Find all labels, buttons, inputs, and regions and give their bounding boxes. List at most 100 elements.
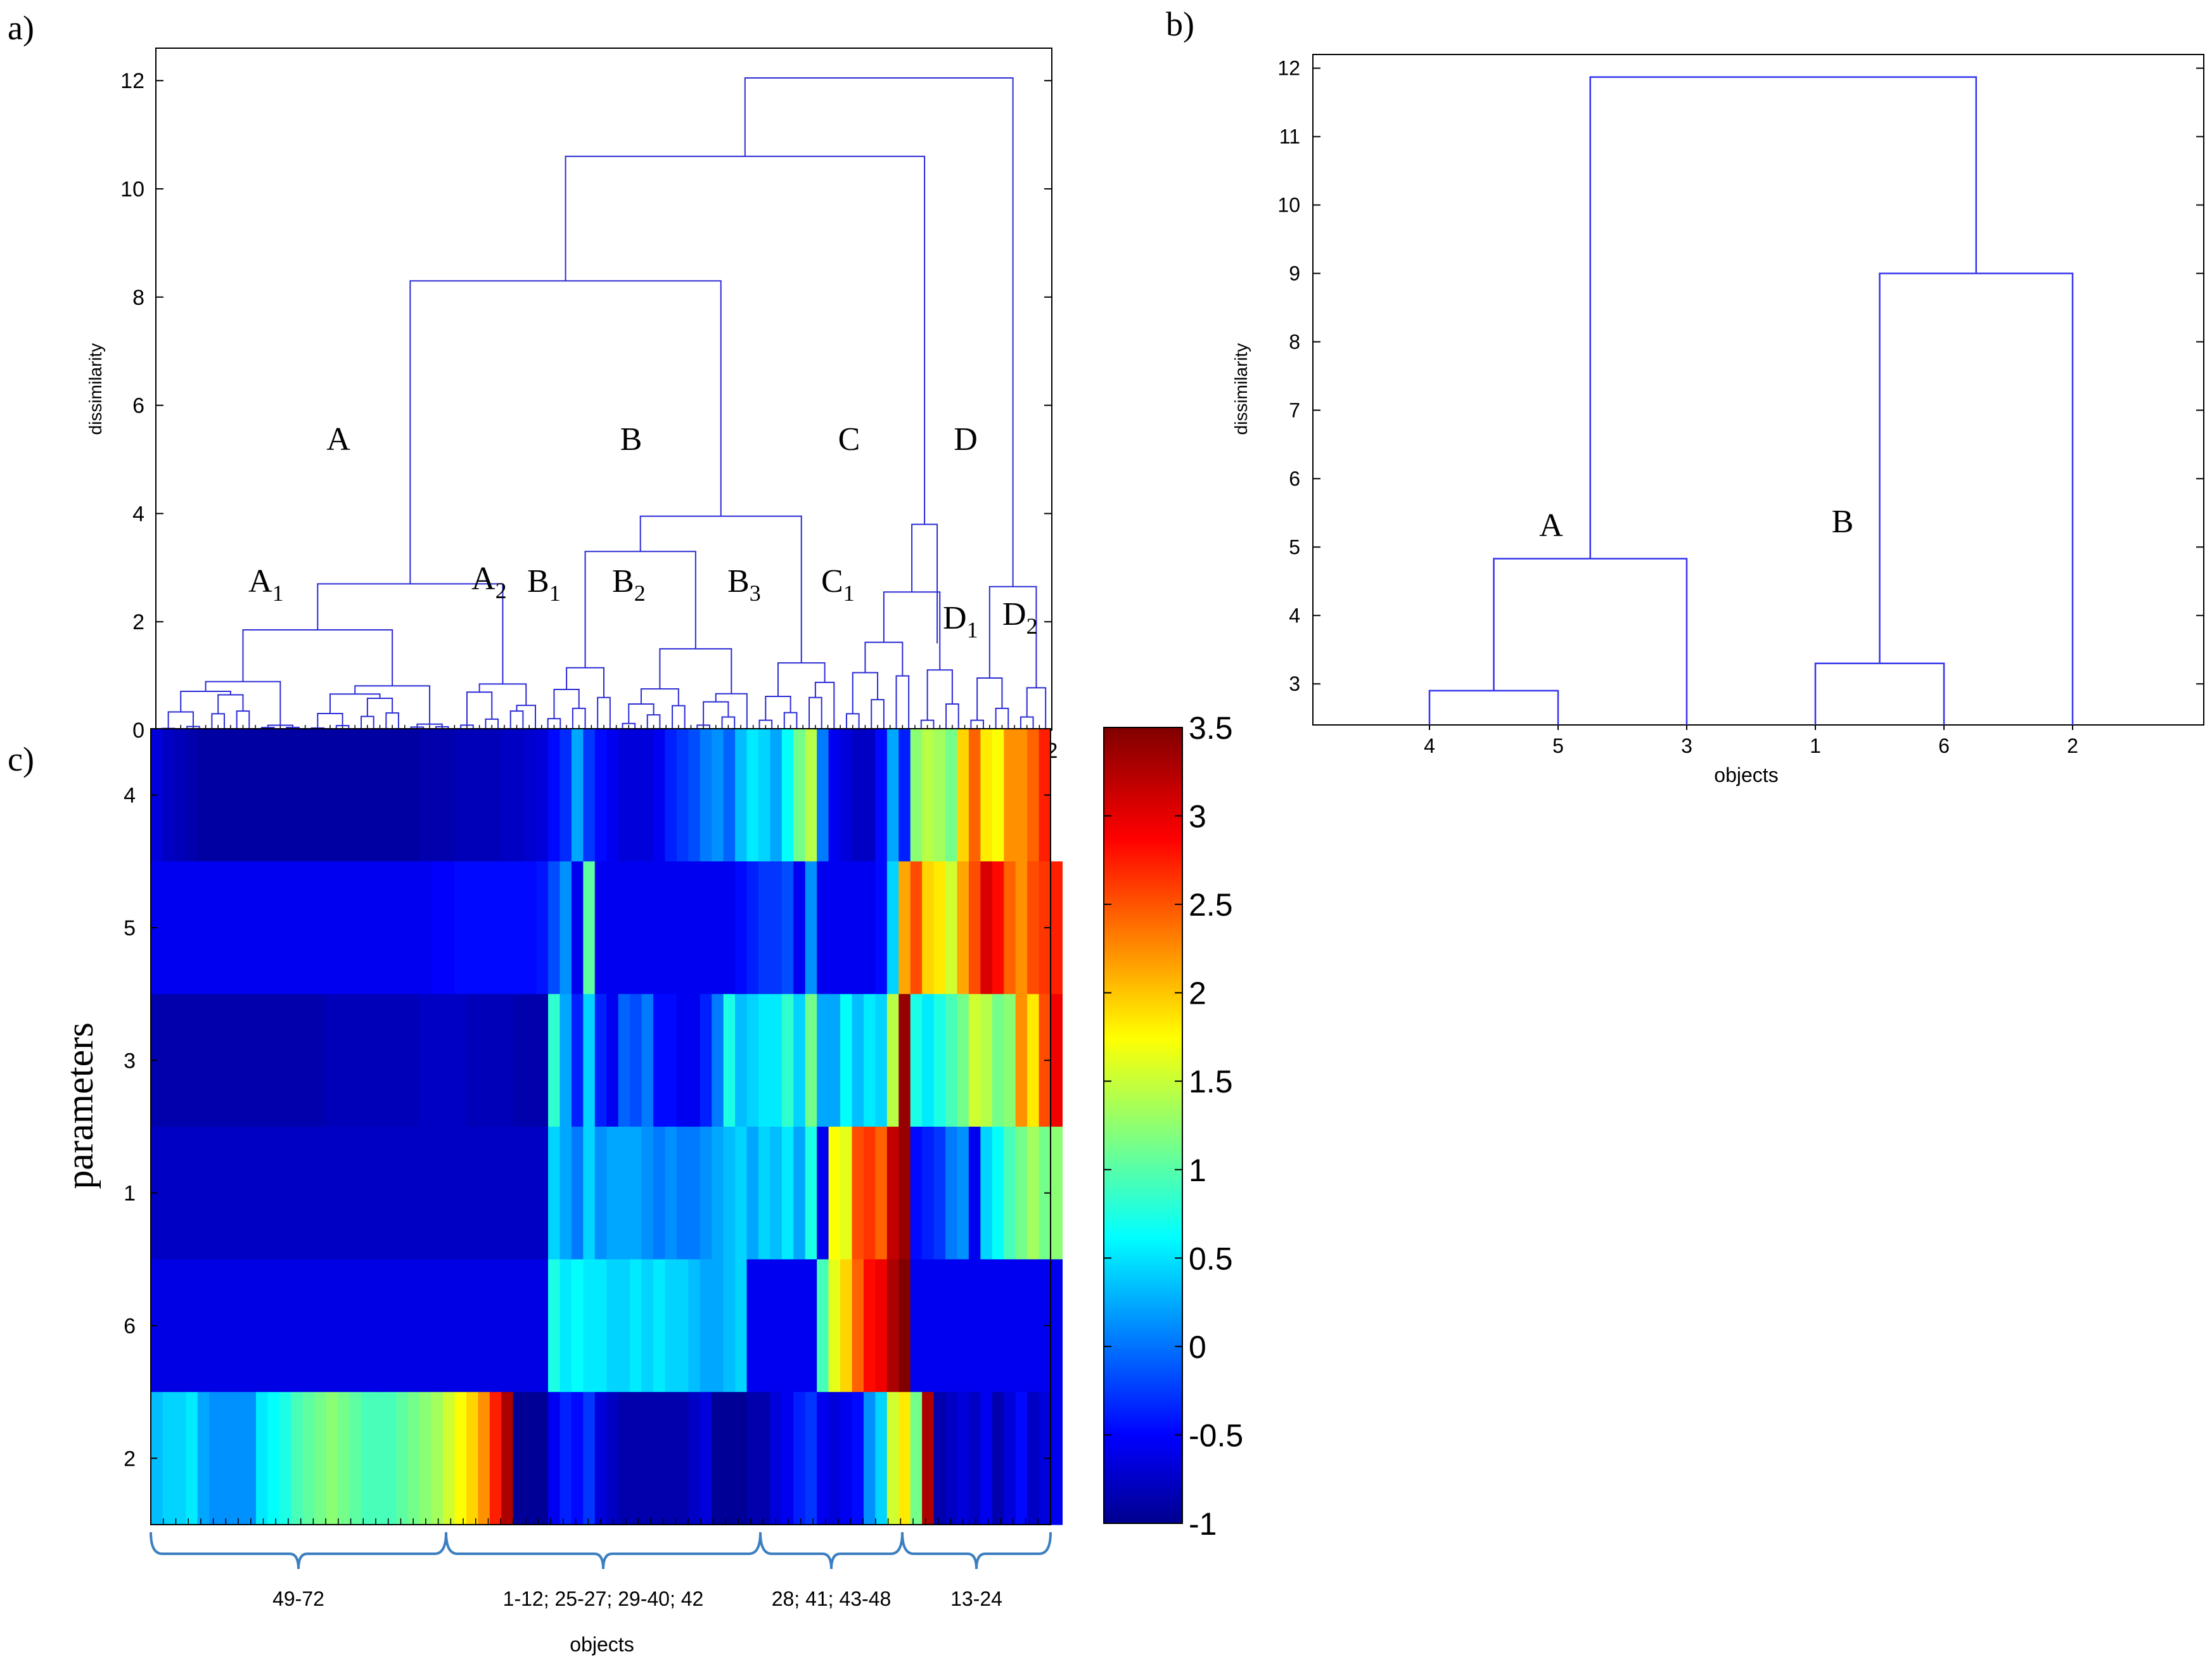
a-leaf-link (895, 675, 910, 730)
heatmap-cell (548, 1127, 561, 1260)
a-leaf-link (703, 701, 729, 726)
heatmap-cell (244, 861, 257, 995)
heatmap-cell (559, 994, 572, 1127)
heatmap-cell (735, 861, 748, 995)
heatmap-row-label: 4 (124, 784, 136, 808)
heatmap-cell (513, 861, 525, 995)
heatmap-cell (536, 729, 549, 862)
heatmap-cell (197, 861, 210, 995)
heatmap-cell (980, 994, 993, 1127)
a-leaf-link (180, 691, 231, 712)
heatmap-cell (805, 994, 817, 1127)
heatmap-cell (559, 1259, 572, 1393)
heatmap-cell (326, 994, 338, 1127)
heatmap-cell (361, 1127, 373, 1260)
heatmap-cell (244, 729, 257, 862)
dendrogram-a-ylabel: dissimilarity (86, 343, 105, 435)
heatmap-cell (875, 861, 888, 995)
heatmap-cell (665, 1127, 677, 1260)
heatmap-cell (419, 1127, 432, 1260)
heatmap-cell (174, 729, 186, 862)
heatmap-cell (559, 1392, 572, 1525)
heatmap-cell (781, 1127, 794, 1260)
a-leaf-link (205, 681, 281, 726)
b-leaf-label: 2 (2067, 734, 2078, 757)
heatmap-cell (559, 729, 572, 862)
heatmap-cell (501, 1127, 514, 1260)
heatmap-cell (548, 729, 561, 862)
heatmap-cell (828, 1392, 841, 1525)
heatmap-cell (630, 1259, 643, 1393)
heatmap-cell (735, 1392, 748, 1525)
heatmap-cell (875, 994, 888, 1127)
panel-b-label: b) (1166, 5, 1194, 43)
heatmap-cell (186, 1127, 198, 1260)
heatmap-cell (665, 861, 677, 995)
a-leaf-link (478, 683, 527, 706)
heatmap-cell (361, 729, 373, 862)
heatmap-cell (1051, 1259, 1063, 1393)
heatmap-cell (910, 861, 923, 995)
a-ytick-label: 8 (132, 286, 144, 310)
heatmap-cell (781, 1392, 794, 1525)
heatmap-cell (536, 1392, 549, 1525)
heatmap-cell (1015, 1259, 1028, 1393)
heatmap-cell (688, 1392, 701, 1525)
heatmap-cell (443, 1392, 456, 1525)
heatmap-cell (525, 861, 537, 995)
heatmap-cell (910, 1259, 923, 1393)
heatmap-cell (665, 994, 677, 1127)
heatmap-cell (641, 1259, 654, 1393)
heatmap-cell (373, 1392, 385, 1525)
heatmap-cell (302, 861, 315, 995)
heatmap-cell (665, 1392, 677, 1525)
heatmap-cell (466, 1392, 478, 1525)
a-leaf-link (329, 693, 381, 714)
heatmap-cell (1004, 729, 1016, 862)
heatmap-cell (992, 729, 1004, 862)
heatmap-cell (863, 1392, 876, 1525)
heatmap-cell (209, 994, 222, 1127)
heatmap-cell (653, 1259, 666, 1393)
heatmap-cell (1015, 1127, 1028, 1260)
heatmap-cell (454, 1259, 467, 1393)
heatmap-cell (957, 1259, 969, 1393)
heatmap-cell (840, 861, 853, 995)
heatmap-cell (980, 729, 993, 862)
heatmap-cell (396, 994, 409, 1127)
heatmap-row-label: 6 (124, 1314, 136, 1338)
heatmap-cell (513, 729, 525, 862)
heatmap-cell (396, 1127, 409, 1260)
b-ytick-label: 5 (1289, 535, 1300, 558)
heatmap-cell (233, 1259, 245, 1393)
heatmap-cell (384, 1127, 397, 1260)
heatmap-cell (852, 729, 864, 862)
heatmap-cell (431, 729, 444, 862)
heatmap-cell (489, 994, 502, 1127)
heatmap-cell (338, 994, 350, 1127)
heatmap-cell (396, 1259, 409, 1393)
heatmap-cell (407, 861, 420, 995)
heatmap-cell (431, 1127, 444, 1260)
heatmap-cell (525, 1127, 537, 1260)
heatmap-cell (419, 729, 432, 862)
heatmap-cell (291, 1392, 304, 1525)
heatmap-cell (700, 861, 712, 995)
heatmap-cell (606, 729, 619, 862)
heatmap-cell (688, 1127, 701, 1260)
a-leaf-link (970, 719, 984, 730)
heatmap-cell (267, 729, 280, 862)
heatmap-cell (758, 1127, 771, 1260)
b-link (1493, 558, 1688, 725)
heatmap-cell (817, 1259, 829, 1393)
heatmap-cell (630, 861, 643, 995)
heatmap-cell (373, 861, 385, 995)
heatmap-cell (770, 729, 783, 862)
heatmap-cell (255, 861, 269, 995)
heatmap-cell (700, 1392, 712, 1525)
heatmap-cell (162, 1392, 175, 1525)
heatmap-cell (758, 1392, 771, 1525)
heatmap-cell (875, 1392, 888, 1525)
heatmap-cell (174, 1392, 186, 1525)
heatmap-cell (443, 729, 456, 862)
